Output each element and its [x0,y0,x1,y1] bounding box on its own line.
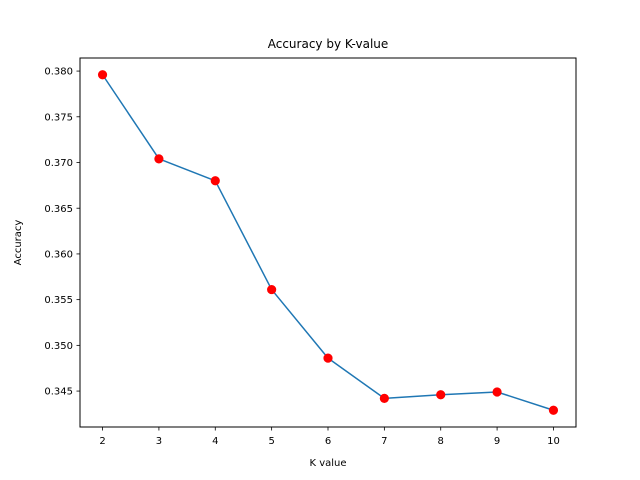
data-point [379,393,389,403]
x-tick-label: 5 [268,436,274,447]
x-tick-label: 4 [212,436,218,447]
data-point [548,405,559,415]
y-axis-label: Accuracy [13,220,24,266]
data-point [97,70,108,80]
x-tick-label: 9 [494,436,500,447]
x-tick-label: 7 [381,436,387,447]
data-point [154,154,164,164]
data-point [267,284,277,295]
data-point [210,176,220,186]
x-tick-label: 8 [438,436,444,447]
chart-title: Accuracy by K-value [268,37,389,51]
plot-frame [79,57,577,428]
data-point [323,353,333,363]
data-point [492,387,502,397]
ticks-layer: 2 3 4 5 6 7 8 9 10 0.345 0.350 0.355 0.360 0.365 0.370… [44,67,559,447]
y-tick-label: 0.380 [44,67,73,78]
y-tick-label: 0.350 [44,341,73,352]
y-tick-label: 0.345 [44,387,73,398]
y-tick-label: 0.375 [44,112,73,123]
x-tick-label: 10 [547,436,560,447]
x-tick-label: 3 [156,436,162,447]
x-axis-label: K value [309,458,346,469]
x-tick-label: 2 [99,436,105,447]
y-tick-label: 0.360 [44,250,73,261]
y-tick-label: 0.370 [44,158,73,169]
plot-area [80,58,576,427]
y-tick-label: 0.365 [44,204,73,215]
data-point [436,390,446,400]
series-layer [97,70,559,415]
x-tick-label: 6 [325,436,331,447]
y-tick-label: 0.355 [44,295,73,306]
